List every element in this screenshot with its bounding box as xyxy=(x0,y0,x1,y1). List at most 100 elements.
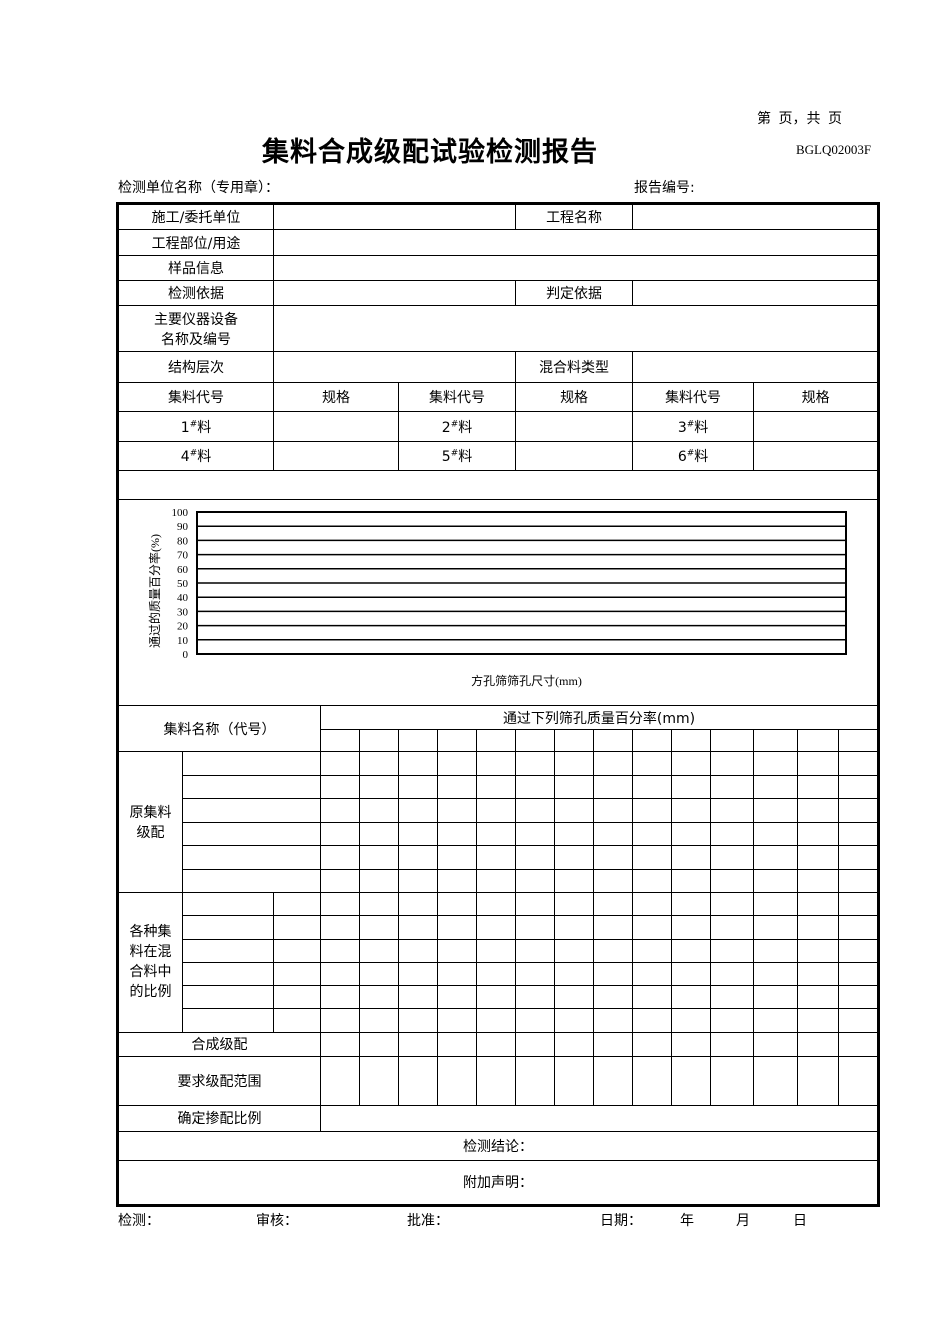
sieve-value-cell[interactable] xyxy=(671,774,712,799)
sieve-value-cell[interactable] xyxy=(753,1008,799,1033)
sieve-value-cell[interactable] xyxy=(710,845,755,870)
sieve-value-cell[interactable] xyxy=(359,1008,399,1033)
sieve-value-cell[interactable] xyxy=(554,1008,595,1033)
sieve-value-cell[interactable] xyxy=(320,821,360,846)
sieve-value-cell[interactable] xyxy=(838,961,880,987)
sieve-value-cell[interactable] xyxy=(710,1008,755,1033)
sieve-value-cell[interactable] xyxy=(632,891,673,917)
sieve-value-cell[interactable] xyxy=(398,961,438,987)
sieve-value-cell[interactable] xyxy=(797,1031,840,1057)
blank-row[interactable] xyxy=(116,470,880,500)
ratio-aggregate-name-field[interactable] xyxy=(182,915,274,940)
ratio-aggregate-name-field[interactable] xyxy=(182,938,274,963)
sieve-value-cell[interactable] xyxy=(398,821,438,846)
sieve-value-cell[interactable] xyxy=(437,729,477,752)
sieve-value-cell[interactable] xyxy=(320,961,360,987)
sieve-value-cell[interactable] xyxy=(515,729,556,752)
sieve-value-cell[interactable] xyxy=(797,1055,840,1106)
conclusion-field[interactable]: 检测结论： xyxy=(116,1130,880,1161)
ratio-value-field[interactable] xyxy=(273,915,321,940)
sieve-value-cell[interactable] xyxy=(838,751,880,776)
sieve-value-cell[interactable] xyxy=(437,915,477,940)
sieve-value-cell[interactable] xyxy=(710,774,755,799)
sieve-value-cell[interactable] xyxy=(593,868,634,893)
sieve-value-cell[interactable] xyxy=(797,751,840,776)
sieve-value-cell[interactable] xyxy=(515,798,556,823)
raw-aggregate-name-field[interactable] xyxy=(182,798,321,823)
sieve-value-cell[interactable] xyxy=(671,798,712,823)
raw-aggregate-name-field[interactable] xyxy=(182,751,321,776)
sieve-value-cell[interactable] xyxy=(753,798,799,823)
sieve-value-cell[interactable] xyxy=(359,774,399,799)
ratio-value-field[interactable] xyxy=(273,938,321,963)
sieve-value-cell[interactable] xyxy=(398,1008,438,1033)
sieve-value-cell[interactable] xyxy=(593,1031,634,1057)
final-ratio-field[interactable] xyxy=(319,1104,880,1132)
sieve-value-cell[interactable] xyxy=(797,961,840,987)
sieve-value-cell[interactable] xyxy=(671,938,712,963)
sieve-value-cell[interactable] xyxy=(753,938,799,963)
sieve-value-cell[interactable] xyxy=(475,1008,517,1033)
mix-type-field[interactable] xyxy=(632,351,880,383)
raw-aggregate-name-field[interactable] xyxy=(182,774,321,799)
sieve-value-cell[interactable] xyxy=(671,751,712,776)
sieve-value-cell[interactable] xyxy=(671,1008,712,1033)
sieve-value-cell[interactable] xyxy=(475,774,517,799)
material-3-spec-field[interactable] xyxy=(753,411,880,442)
sieve-value-cell[interactable] xyxy=(753,1055,799,1106)
sieve-value-cell[interactable] xyxy=(632,751,673,776)
sieve-value-cell[interactable] xyxy=(753,774,799,799)
sieve-value-cell[interactable] xyxy=(475,868,517,893)
sieve-value-cell[interactable] xyxy=(437,798,477,823)
sieve-value-cell[interactable] xyxy=(797,798,840,823)
raw-aggregate-name-field[interactable] xyxy=(182,821,321,846)
ratio-value-field[interactable] xyxy=(273,961,321,987)
sieve-value-cell[interactable] xyxy=(632,1031,673,1057)
sieve-value-cell[interactable] xyxy=(797,729,840,752)
sieve-value-cell[interactable] xyxy=(710,985,755,1010)
sieve-value-cell[interactable] xyxy=(320,1031,360,1057)
sieve-value-cell[interactable] xyxy=(398,751,438,776)
sieve-value-cell[interactable] xyxy=(515,1055,556,1106)
sieve-value-cell[interactable] xyxy=(838,1055,880,1106)
sieve-value-cell[interactable] xyxy=(753,821,799,846)
sieve-value-cell[interactable] xyxy=(554,751,595,776)
sieve-value-cell[interactable] xyxy=(437,1008,477,1033)
sieve-value-cell[interactable] xyxy=(359,1055,399,1106)
sieve-value-cell[interactable] xyxy=(671,1031,712,1057)
sieve-value-cell[interactable] xyxy=(632,798,673,823)
sieve-value-cell[interactable] xyxy=(320,915,360,940)
sieve-value-cell[interactable] xyxy=(437,821,477,846)
sieve-value-cell[interactable] xyxy=(797,915,840,940)
sieve-value-cell[interactable] xyxy=(632,1055,673,1106)
project-name-field[interactable] xyxy=(632,203,880,230)
sieve-value-cell[interactable] xyxy=(593,1008,634,1033)
sieve-value-cell[interactable] xyxy=(554,891,595,917)
sieve-value-cell[interactable] xyxy=(554,985,595,1010)
sieve-value-cell[interactable] xyxy=(515,915,556,940)
sieve-value-cell[interactable] xyxy=(475,751,517,776)
sieve-value-cell[interactable] xyxy=(593,961,634,987)
sieve-value-cell[interactable] xyxy=(554,915,595,940)
sieve-value-cell[interactable] xyxy=(398,774,438,799)
sieve-value-cell[interactable] xyxy=(475,985,517,1010)
sieve-value-cell[interactable] xyxy=(398,915,438,940)
sieve-value-cell[interactable] xyxy=(515,821,556,846)
sieve-value-cell[interactable] xyxy=(838,729,880,752)
sieve-value-cell[interactable] xyxy=(475,891,517,917)
sieve-value-cell[interactable] xyxy=(437,1031,477,1057)
raw-aggregate-name-field[interactable] xyxy=(182,868,321,893)
sieve-value-cell[interactable] xyxy=(515,845,556,870)
sieve-value-cell[interactable] xyxy=(710,1055,755,1106)
sieve-value-cell[interactable] xyxy=(797,938,840,963)
sieve-value-cell[interactable] xyxy=(593,915,634,940)
ratio-aggregate-name-field[interactable] xyxy=(182,1008,274,1033)
sieve-value-cell[interactable] xyxy=(838,821,880,846)
sieve-value-cell[interactable] xyxy=(632,915,673,940)
sieve-value-cell[interactable] xyxy=(593,751,634,776)
ratio-value-field[interactable] xyxy=(273,891,321,917)
sieve-value-cell[interactable] xyxy=(671,868,712,893)
sieve-value-cell[interactable] xyxy=(632,938,673,963)
sieve-value-cell[interactable] xyxy=(398,845,438,870)
test-basis-field[interactable] xyxy=(272,280,517,306)
